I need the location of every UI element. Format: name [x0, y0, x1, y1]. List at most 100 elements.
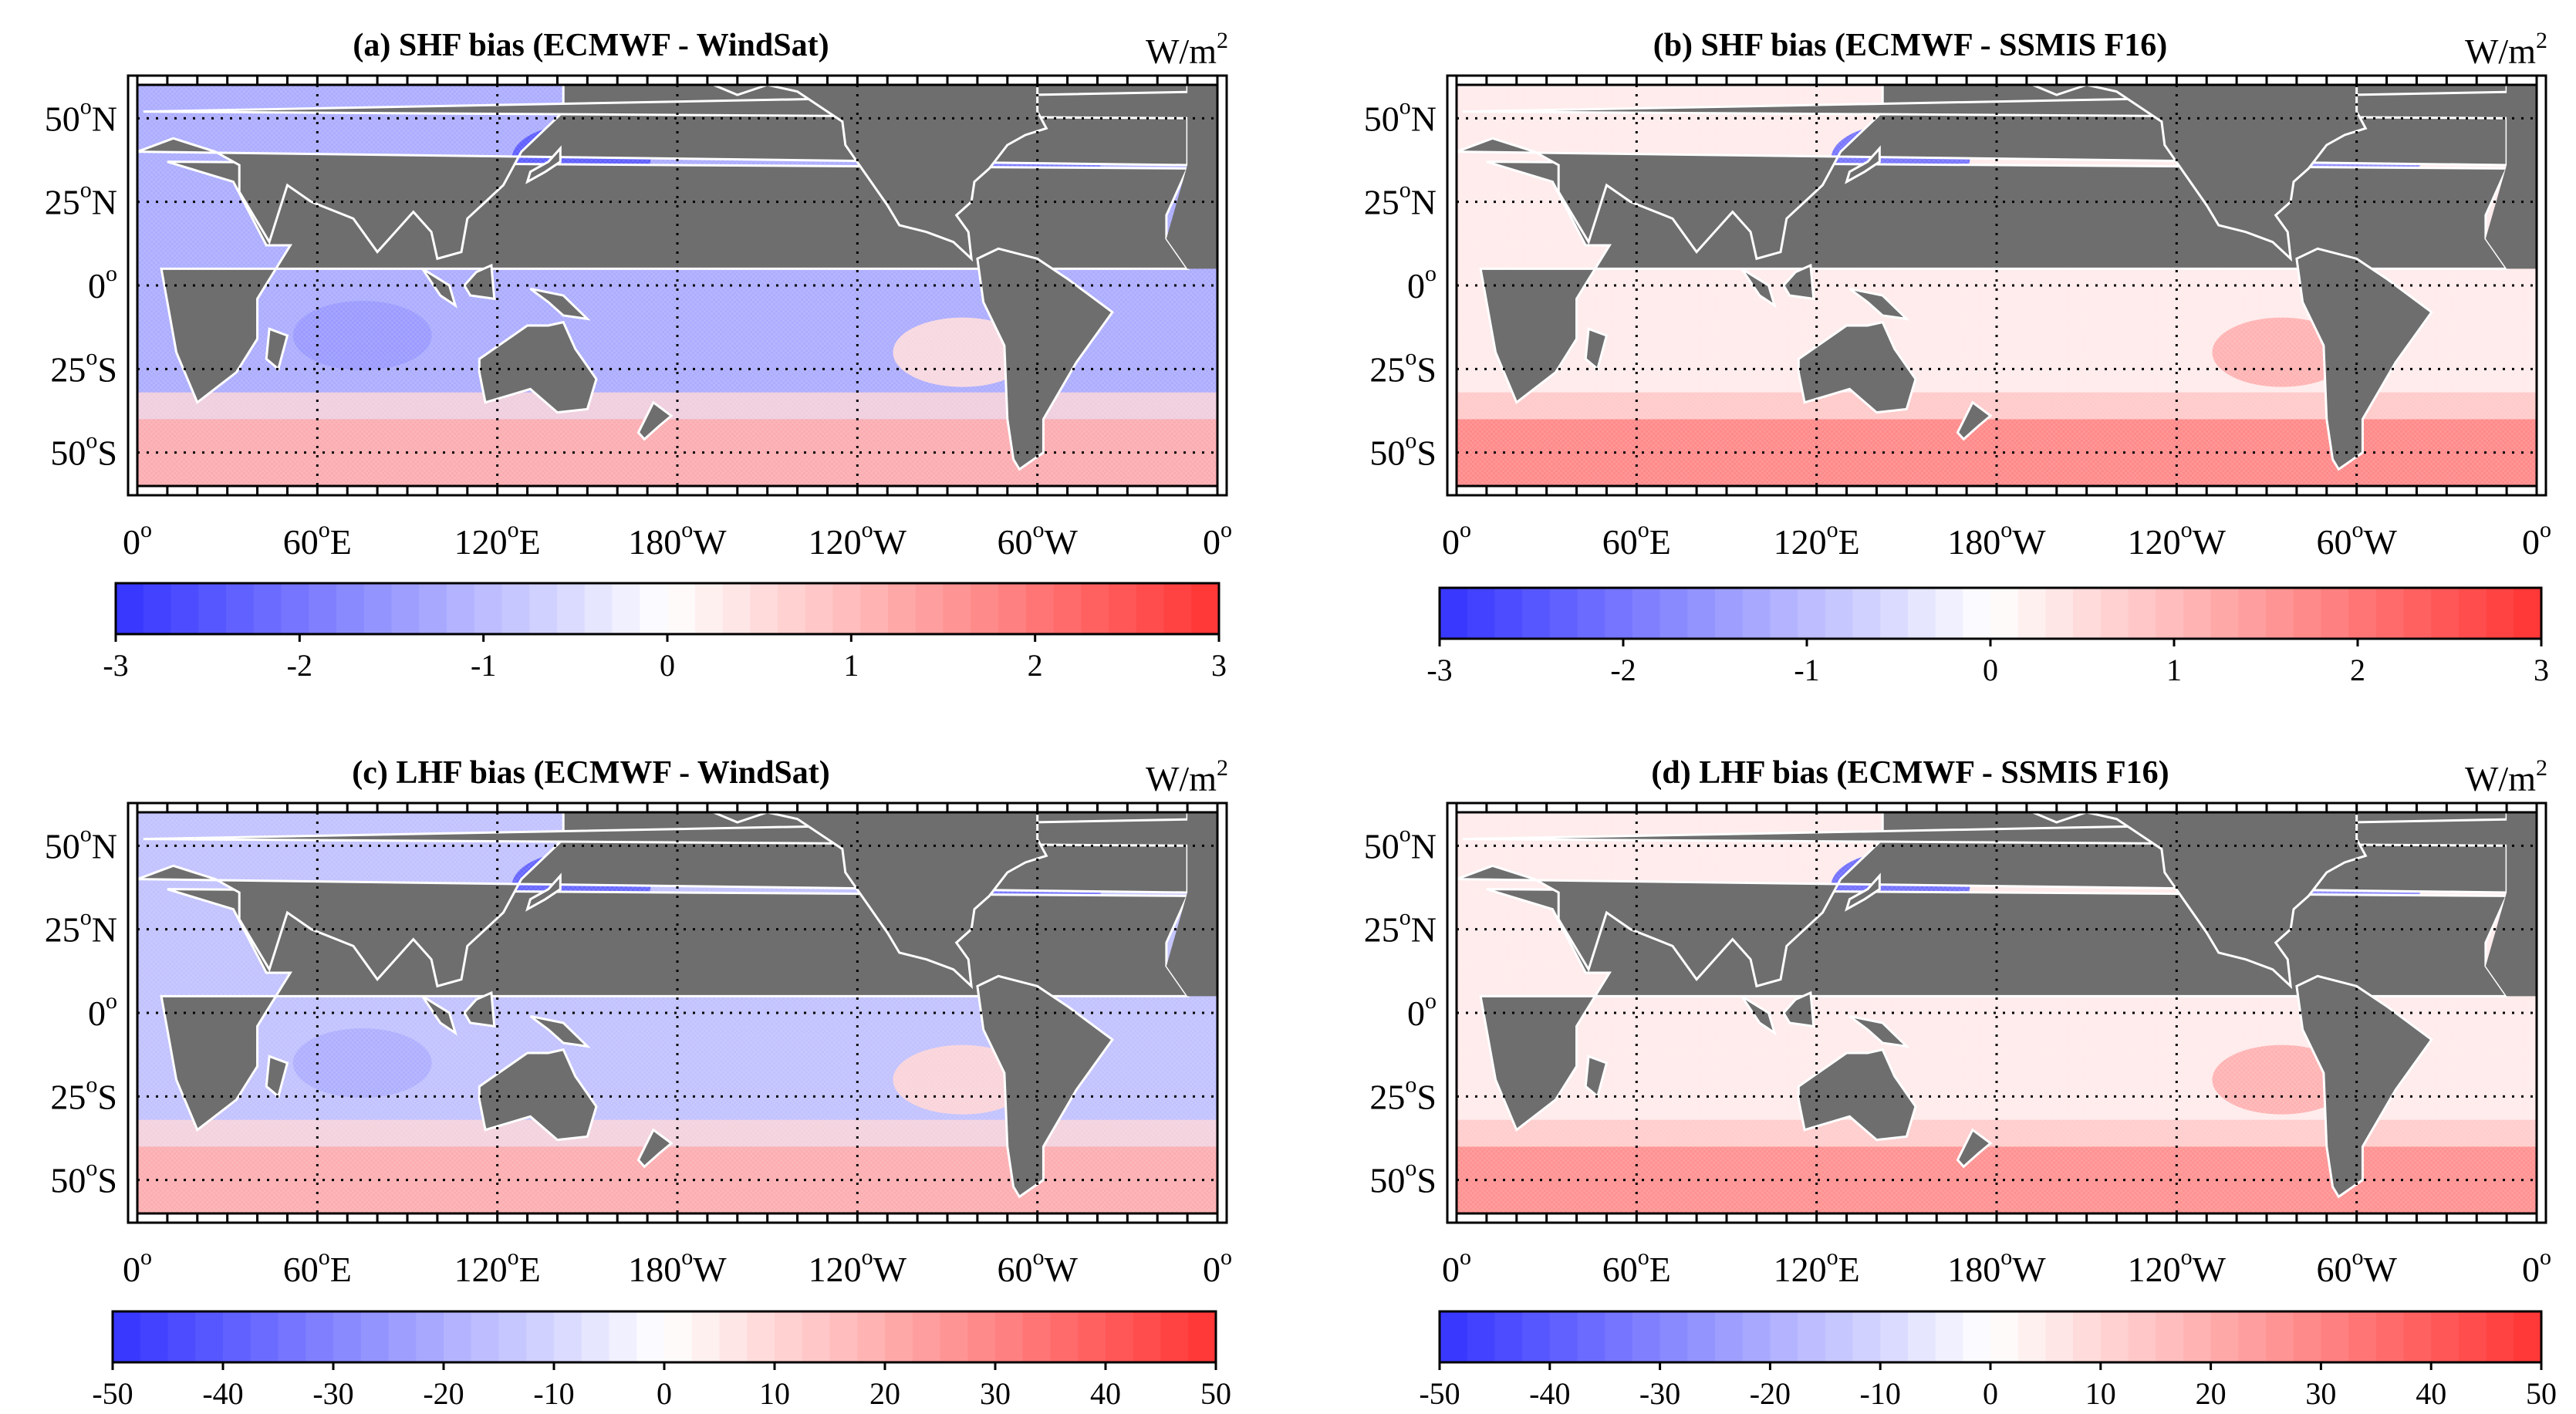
colorbar-segment: [554, 1311, 582, 1362]
colorbar-segment: [1852, 1311, 1882, 1362]
colorbar-segment: [2431, 1311, 2460, 1362]
colorbar-tick-label: -2: [287, 648, 312, 683]
colorbar-segment: [719, 1311, 748, 1362]
y-tick-label: 0o: [88, 988, 117, 1033]
land-northamerica: [2032, 83, 2368, 262]
x-tick-label: 60oW: [997, 1244, 1078, 1289]
x-tick-label: 0o: [2522, 517, 2551, 562]
colorbar-tick-label: 20: [869, 1376, 900, 1411]
colorbar-segment: [1494, 1311, 1524, 1362]
colorbar-segment: [2210, 1311, 2240, 1362]
colorbar-segment: [2293, 1311, 2322, 1362]
colorbar-segment: [2073, 588, 2102, 639]
x-tick-label: 0o: [1203, 1244, 1232, 1289]
colorbar-segment: [1990, 588, 2019, 639]
colorbar-segment: [1109, 583, 1137, 634]
colorbar-segment: [1440, 588, 1468, 639]
colorbar-segment: [195, 1311, 224, 1362]
colorbar-segment: [501, 583, 531, 634]
colorbar-segment: [2156, 1311, 2184, 1362]
colorbar-segment: [1632, 1311, 1661, 1362]
colorbar-segment: [1825, 1311, 1854, 1362]
y-tick-label: 50oN: [45, 821, 117, 866]
colorbar-segment: [2321, 1311, 2350, 1362]
colorbar-segment: [971, 583, 999, 634]
colorbar-segment: [967, 1311, 996, 1362]
land-borneo: [463, 263, 496, 301]
colorbar-segment: [2183, 1311, 2212, 1362]
colorbar-segment: [419, 583, 447, 634]
colorbar-segment: [1798, 588, 1826, 639]
colorbar-segment: [1022, 1311, 1052, 1362]
x-tick-label: 0o: [123, 1244, 152, 1289]
y-tick-label: 50oN: [1364, 821, 1437, 866]
colorbar-tick-label: 20: [2196, 1376, 2227, 1411]
x-tick-label: 120oW: [2128, 517, 2227, 562]
colorbar-tick-label: -20: [423, 1376, 464, 1411]
colorbar-tick-label: -50: [92, 1376, 133, 1411]
y-tick-label: 25oS: [1369, 1071, 1437, 1116]
colorbar-segment: [1133, 1311, 1162, 1362]
colorbar-segment: [1549, 588, 1578, 639]
units-label: W/m2: [2465, 755, 2547, 798]
panel-d: (d) LHF bias (ECMWF - SSMIS F16) W/m2 0o 60…: [1364, 755, 2557, 1411]
colorbar-segment: [609, 1311, 638, 1362]
panel-title: (c) LHF bias (ECMWF - WindSat): [352, 755, 830, 791]
colorbar-segment: [995, 1311, 1024, 1362]
land-borneo: [463, 990, 496, 1028]
colorbar-segment: [1907, 588, 1936, 639]
colorbar-segment: [2100, 588, 2129, 639]
colorbar-segment: [581, 1311, 610, 1362]
colorbar-segment: [802, 1311, 831, 1362]
colorbar-segment: [1078, 1311, 1106, 1362]
colorbar-segment: [1025, 583, 1055, 634]
colorbar-segment: [2375, 1311, 2405, 1362]
colorbar-segment: [829, 1311, 859, 1362]
colorbar-segment: [2266, 588, 2294, 639]
colorbar-segment: [306, 1311, 334, 1362]
colorbar-tick-label: -3: [1426, 653, 1452, 687]
colorbar-segment: [750, 583, 778, 634]
land-newguinea: [1848, 287, 1910, 321]
colorbar-segment: [775, 1311, 803, 1362]
colorbar-tick-label: -1: [471, 648, 496, 683]
colorbar-segment: [2128, 588, 2157, 639]
colorbar-tick-label: -20: [1750, 1376, 1791, 1411]
units-exponent: 2: [2536, 755, 2547, 781]
colorbar-segment: [557, 583, 586, 634]
colorbar-segment: [143, 583, 172, 634]
land-northamerica: [2032, 811, 2368, 990]
colorbar-segment: [198, 583, 227, 634]
land-japan: [1845, 872, 1881, 912]
land-newzealand: [1956, 1128, 1993, 1169]
land-japan: [1845, 145, 1881, 184]
colorbar-tick-label: -30: [1639, 1376, 1680, 1411]
colorbar-segment: [1136, 583, 1165, 634]
x-tick-label: 120oE: [1774, 517, 1860, 562]
colorbar-segment: [2073, 1311, 2102, 1362]
x-tick-label: 120oW: [2128, 1244, 2227, 1289]
units-exponent: 2: [2536, 28, 2547, 53]
colorbar-tick-label: -2: [1610, 653, 1636, 687]
land-africa-west: [1166, 893, 1217, 997]
colorbar-segment: [1798, 1311, 1826, 1362]
panel-c: (c) LHF bias (ECMWF - WindSat) W/m2 0o 60oE…: [45, 755, 1232, 1411]
colorbar-segment: [1522, 588, 1551, 639]
colorbar-segment: [1963, 588, 1991, 639]
land-newguinea: [529, 287, 591, 321]
colorbar-segment: [2100, 1311, 2129, 1362]
x-tick-label: 0o: [123, 517, 152, 562]
colorbar-segment: [1081, 583, 1109, 634]
colorbar-segment: [2210, 588, 2240, 639]
colorbar-segment: [336, 583, 365, 634]
colorbar-segment: [1770, 1311, 1799, 1362]
land-europe-west: [2507, 812, 2537, 893]
colorbar-tick-label: 0: [1983, 1376, 1998, 1411]
colorbar-segment: [1825, 588, 1854, 639]
colorbar-segment: [1191, 583, 1220, 634]
colorbar-segment: [2486, 588, 2515, 639]
colorbar-segment: [2128, 1311, 2157, 1362]
y-tick-label: 50oS: [50, 1156, 117, 1200]
colorbar-segment: [1050, 1311, 1079, 1362]
x-tick-label: 0o: [2522, 1244, 2551, 1289]
